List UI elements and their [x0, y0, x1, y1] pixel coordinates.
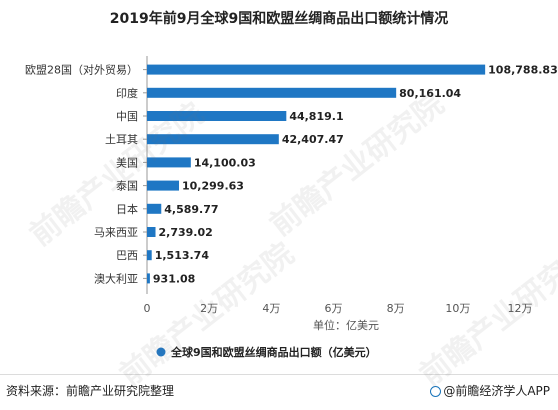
category-label: 土耳其 [105, 133, 138, 146]
data-label: 80,161.04 [399, 87, 461, 100]
data-label: 1,513.74 [155, 249, 210, 262]
x-tick-label: 10万 [445, 302, 470, 315]
bar-chart: 欧盟28国（对外贸易） 108,788.83 印度 80,161.04 中国 44,819… [25, 56, 558, 359]
bar [147, 157, 191, 168]
bar [147, 134, 279, 145]
data-label: 14,100.03 [194, 156, 256, 169]
source-note: 资料来源：前瞻产业研究院整理 [6, 384, 175, 398]
data-label: 42,407.47 [282, 133, 344, 146]
bar [147, 227, 156, 237]
x-tick-label: 12万 [508, 302, 533, 315]
category-label: 泰国 [116, 179, 138, 193]
bar [147, 64, 486, 75]
legend-label: 全球9国和欧盟丝绸商品出口额（亿美元） [170, 345, 377, 359]
bar [147, 203, 162, 214]
bar [147, 273, 150, 284]
category-label: 马来西亚 [94, 226, 138, 239]
bar [147, 250, 152, 261]
category-label: 美国 [116, 156, 138, 169]
legend-marker [156, 347, 166, 357]
x-tick-label: 8万 [387, 302, 405, 315]
category-label: 欧盟28国（对外贸易） [25, 63, 138, 77]
category-label: 日本 [116, 202, 138, 216]
bar [147, 87, 397, 98]
chart-title: 2019年前9月全球9国和欧盟丝绸商品出口额统计情况 [109, 11, 449, 27]
data-label: 108,788.83 [488, 64, 558, 77]
data-label: 2,739.02 [159, 226, 213, 239]
category-label: 印度 [116, 86, 138, 100]
category-label: 巴西 [116, 249, 138, 262]
bar [147, 111, 287, 121]
data-label: 44,819.1 [289, 110, 343, 123]
footer-divider [0, 374, 558, 375]
x-tick-label: 0 [144, 302, 151, 315]
data-label: 931.08 [153, 272, 195, 285]
bar [147, 180, 180, 191]
brand-text: @前瞻经济学人APP [443, 384, 550, 398]
x-tick-label: 2万 [200, 302, 218, 315]
x-tick-label: 6万 [325, 302, 343, 315]
category-label: 澳大利亚 [94, 271, 138, 285]
data-label: 4,589.77 [164, 203, 218, 216]
data-label: 10,299.63 [182, 180, 244, 193]
brand-credit: @前瞻经济学人APP [430, 382, 550, 399]
brand-logo-icon [430, 386, 442, 397]
category-label: 中国 [116, 110, 138, 123]
unit-label: 单位：亿美元 [313, 318, 379, 332]
x-tick-label: 4万 [262, 302, 280, 315]
